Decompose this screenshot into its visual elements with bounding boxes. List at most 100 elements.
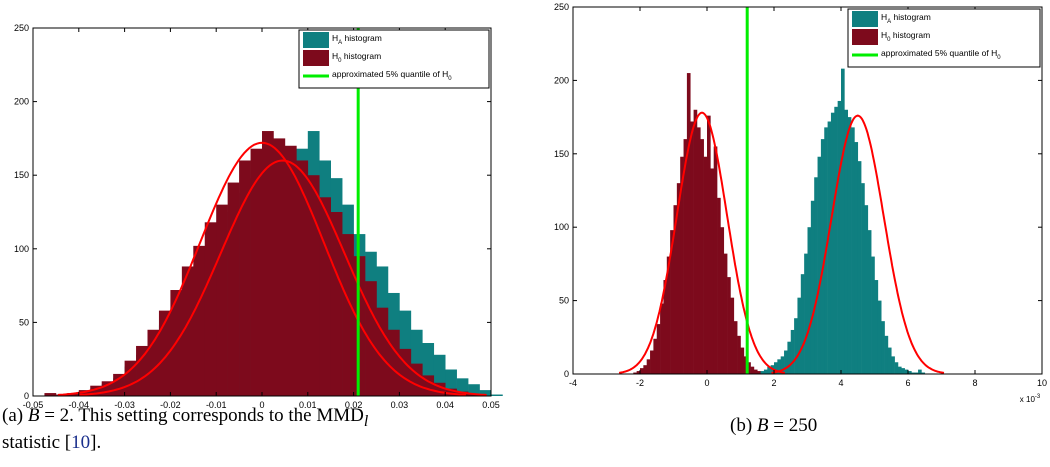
histogram-bar-h-a xyxy=(479,390,492,396)
histogram-bar-h-0 xyxy=(740,347,745,374)
histogram-bar-h-a xyxy=(874,280,879,374)
histogram-bar-h-a xyxy=(837,100,842,375)
legend-label: approximated 5% quantile of H0 xyxy=(332,69,452,82)
legend-swatch xyxy=(852,11,878,27)
x-axis-multiplier-exponent: -3 xyxy=(1035,394,1041,400)
histogram-bar-h-0 xyxy=(410,363,423,396)
histogram-bar-h-a xyxy=(871,256,875,374)
caption-b-lhs: B xyxy=(756,415,769,436)
caption-b: (b) B = 250 xyxy=(730,415,817,436)
histogram-bar-h-0 xyxy=(284,145,297,396)
y-tick-label: 150 xyxy=(554,149,569,159)
histogram-bar-h-0 xyxy=(643,365,647,374)
y-tick-label: 200 xyxy=(14,97,29,107)
histogram-bar-h-0 xyxy=(747,362,751,374)
caption-a-citation[interactable]: 10 xyxy=(71,431,91,453)
x-tick-label: 2 xyxy=(771,378,776,388)
x-tick-label: 0 xyxy=(259,400,264,410)
histogram-bar-h-0 xyxy=(273,138,286,396)
histogram-bar-h-0 xyxy=(158,310,171,396)
legend-label: H0 histogram xyxy=(332,51,381,64)
y-tick-label: 0 xyxy=(24,391,29,401)
histogram-bar-h-0 xyxy=(136,345,148,396)
x-tick-label: -2 xyxy=(636,378,644,388)
histogram-bar-h-0 xyxy=(717,197,721,374)
histogram-bar-h-a xyxy=(918,369,922,374)
x-tick-label: -0.03 xyxy=(114,400,135,410)
histogram-bar-h-a xyxy=(804,253,808,374)
legend-label-subscript: 0 xyxy=(338,58,342,64)
caption-a-lhs: B xyxy=(27,405,40,426)
caption-a-prefix: (a) xyxy=(2,405,28,426)
caption-b-text: = 250 xyxy=(768,415,818,436)
histogram-bar-h-a xyxy=(881,321,885,374)
x-tick-label: 6 xyxy=(905,378,910,388)
histogram-bar-h-0 xyxy=(101,381,114,396)
histogram-bar-h-0 xyxy=(743,356,748,374)
x-tick-label: -0.01 xyxy=(206,400,227,410)
legend-label-text: histogram xyxy=(891,12,931,22)
histogram-bar-h-0 xyxy=(713,146,718,374)
histogram-bar-h-a xyxy=(894,362,899,374)
histogram-bar-h-a xyxy=(834,106,838,374)
histogram-bar-h-0 xyxy=(387,329,400,396)
histogram-bar-h-a xyxy=(780,356,785,374)
legend-label-base: approximated 5% quantile of H xyxy=(881,48,997,58)
histogram-bar-h-0 xyxy=(663,280,668,374)
histogram-bar-h-a xyxy=(867,230,872,374)
x-tick-label: 0.05 xyxy=(482,400,500,410)
caption-a-statistic: MMD xyxy=(316,405,364,426)
histogram-bar-h-a xyxy=(908,371,912,374)
legend-label-subscript: A xyxy=(887,19,891,25)
y-tick-label: 100 xyxy=(554,222,569,232)
histogram-bar-h-0 xyxy=(433,382,446,396)
caption-a: (a) B = 2. This setting corresponds to t… xyxy=(2,405,502,453)
histogram-bar-h-a xyxy=(456,378,469,396)
histogram-bar-h-0 xyxy=(227,182,240,396)
histogram-bar-h-a xyxy=(864,205,869,374)
legend-box xyxy=(298,29,490,89)
histogram-bar-h-0 xyxy=(646,359,651,374)
histogram-bar-h-0 xyxy=(342,234,354,396)
histogram-bar-h-0 xyxy=(750,366,755,374)
histogram-bar-h-a xyxy=(891,356,895,374)
x-tick-label: -0.02 xyxy=(160,400,181,410)
gaussian-fit-curve-1 xyxy=(618,111,786,374)
histogram-bar-h-0 xyxy=(710,168,714,374)
y-tick-label: 100 xyxy=(14,244,29,254)
legend-label-text: histogram xyxy=(341,51,381,61)
histogram-bar-h-0 xyxy=(633,372,637,374)
histogram-bar-h-a xyxy=(784,350,788,374)
histogram-bar-h-a xyxy=(884,335,889,374)
histogram-bar-h-0 xyxy=(700,139,704,374)
histogram-bar-h-0 xyxy=(676,183,681,374)
histogram-bar-h-0 xyxy=(690,121,694,374)
histogram-bar-h-a xyxy=(807,227,812,374)
histogram-bar-h-a xyxy=(827,121,832,374)
histogram-bar-h-0 xyxy=(737,335,741,374)
histogram-bar-h-a xyxy=(445,369,457,396)
y-tick-label: 250 xyxy=(554,2,569,12)
histogram-bar-h-0 xyxy=(733,321,738,374)
histogram-bar-h-0 xyxy=(686,73,691,374)
histogram-bar-h-0 xyxy=(250,148,263,396)
histogram-bar-h-a xyxy=(851,127,855,374)
caption-a-text: = 2. This setting corresponds to the xyxy=(39,405,317,426)
histogram-bar-h-0 xyxy=(673,205,678,374)
legend-label-subscript: A xyxy=(338,40,342,46)
histogram-bar-h-a xyxy=(847,117,852,374)
legend-label: approximated 5% quantile of H0 xyxy=(881,48,1001,61)
histogram-bar-h-a xyxy=(830,112,835,375)
histogram-bar-h-a xyxy=(904,369,909,374)
histogram-bar-h-a xyxy=(410,329,423,396)
legend-swatch xyxy=(852,29,878,45)
histogram-bar-h-0 xyxy=(650,350,654,374)
y-tick-label: 250 xyxy=(14,23,29,33)
histogram-bar-h-a xyxy=(794,318,798,374)
histogram-bar-h-a xyxy=(911,372,915,374)
y-tick-label: 50 xyxy=(559,296,569,306)
histogram-bar-h-0 xyxy=(262,131,274,397)
histogram-bar-h-0 xyxy=(693,109,698,374)
histogram-bar-h-0 xyxy=(660,303,664,374)
